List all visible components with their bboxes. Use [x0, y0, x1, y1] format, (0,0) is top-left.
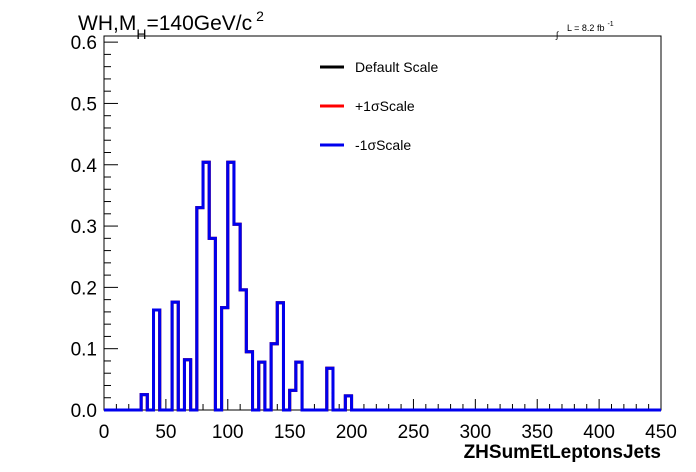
- lumi-label: L = 8.2 fb -1: [567, 21, 614, 33]
- chart-title: WH,MH=140GeV/c 2: [78, 8, 264, 42]
- lumi-integral-sign: ∫: [555, 30, 560, 40]
- y-tick-label: 0.3: [71, 217, 97, 238]
- x-tick-label: 250: [398, 422, 430, 443]
- x-tick-label: 50: [155, 422, 176, 443]
- y-tick-label: 0.2: [71, 278, 97, 299]
- legend-label: +1σScale: [355, 98, 415, 114]
- x-tick-label: 300: [459, 422, 491, 443]
- x-tick-label: 200: [336, 422, 368, 443]
- x-tick-label: 100: [212, 422, 244, 443]
- series-group: [104, 160, 661, 412]
- x-tick-label: 0: [99, 422, 110, 443]
- y-tick-label: 0.0: [71, 401, 97, 422]
- x-tick-label: 450: [645, 422, 677, 443]
- series-line-0: [104, 160, 661, 412]
- y-tick-label: 0.4: [71, 156, 98, 177]
- x-axis-label: ZHSumEtLeptonsJets: [464, 442, 661, 463]
- y-tick-label: 0.6: [71, 33, 97, 54]
- lumi-superscript: -1: [607, 21, 613, 28]
- legend: Default Scale +1σScale -1σScale: [320, 59, 438, 153]
- title-prefix: WH,M: [78, 12, 136, 35]
- series-line-1: [104, 160, 661, 412]
- x-tick-label: 400: [583, 422, 615, 443]
- x-tick-label: 150: [274, 422, 306, 443]
- title-middle: =140GeV/c: [146, 12, 252, 35]
- lumi-text: L = 8.2 fb: [567, 23, 604, 33]
- axes-group: 0 50 100 150 200 250 300 350 400 450 0.0 0.1 0.2 0.3 0…: [71, 33, 677, 443]
- series-line-2: [104, 160, 661, 412]
- x-tick-label: 350: [521, 422, 553, 443]
- plot-frame: [103, 35, 662, 411]
- legend-label: Default Scale: [355, 59, 438, 75]
- y-tick-label: 0.1: [71, 340, 97, 361]
- title-superscript: 2: [256, 8, 264, 24]
- y-tick-label: 0.5: [71, 94, 97, 115]
- legend-label: -1σScale: [355, 137, 411, 153]
- title-subscript: H: [136, 26, 146, 42]
